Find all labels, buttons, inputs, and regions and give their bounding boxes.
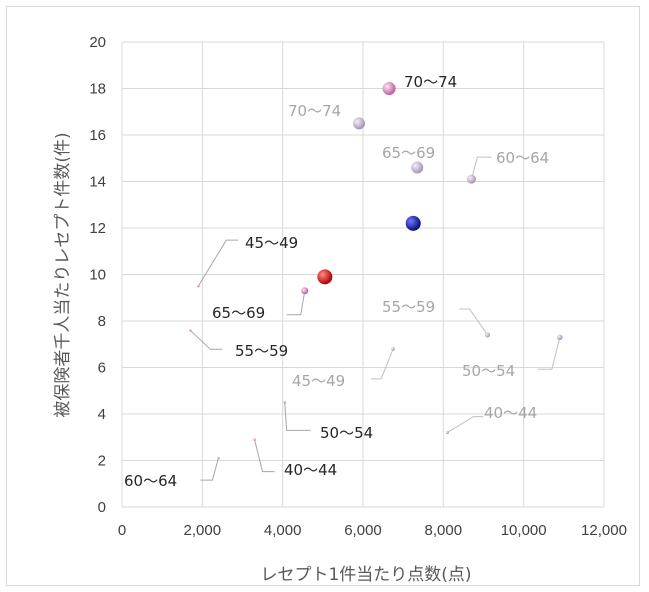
data-point <box>382 82 396 95</box>
data-point <box>405 215 421 231</box>
y-tick-label: 12 <box>89 220 106 237</box>
data-point <box>466 174 476 184</box>
data-point <box>253 438 256 441</box>
data-point <box>217 456 220 460</box>
gridlines <box>121 41 605 508</box>
leader-line <box>254 439 275 473</box>
leader-line <box>459 308 488 336</box>
data-point <box>557 334 563 341</box>
y-tick-label: 14 <box>89 174 106 191</box>
leader-lines <box>189 156 561 481</box>
point-label: 50〜54 <box>320 424 373 442</box>
leader-line <box>200 458 219 481</box>
data-point <box>445 431 449 435</box>
data-points <box>189 82 563 460</box>
data-point <box>197 284 200 288</box>
data-point <box>352 117 365 130</box>
x-tick-label: 0 <box>118 522 126 539</box>
data-point <box>411 161 424 174</box>
data-point <box>391 347 395 351</box>
y-tick-label: 6 <box>98 360 106 377</box>
y-tick-label: 18 <box>89 81 106 98</box>
point-label: 55〜59 <box>235 342 288 360</box>
x-tick-label: 10,000 <box>501 522 547 539</box>
leader-line <box>197 239 239 287</box>
y-tick-label: 4 <box>98 406 106 423</box>
point-label: 60〜64 <box>124 472 177 490</box>
leader-line <box>447 416 484 434</box>
point-label: 65〜69 <box>382 144 435 162</box>
y-tick-label: 20 <box>89 34 106 51</box>
data-point <box>189 329 192 332</box>
data-point <box>485 332 491 338</box>
y-tick-label: 10 <box>89 267 106 284</box>
point-label: 40〜44 <box>484 404 537 422</box>
point-label: 65〜69 <box>212 304 265 322</box>
x-tick-label: 8,000 <box>425 522 463 539</box>
y-tick-label: 8 <box>98 313 106 330</box>
leader-line <box>286 290 306 316</box>
leader-line <box>537 337 561 370</box>
x-tick-label: 6,000 <box>344 522 382 539</box>
x-tick-label: 2,000 <box>184 522 222 539</box>
leader-line <box>371 348 394 380</box>
point-label: 60〜64 <box>496 149 549 167</box>
x-tick-label: 4,000 <box>264 522 302 539</box>
leader-line <box>189 329 223 350</box>
point-label: 50〜54 <box>462 362 515 380</box>
leader-line <box>470 156 492 180</box>
point-label: 45〜49 <box>292 372 345 390</box>
data-point <box>283 401 286 404</box>
point-label: 70〜74 <box>288 102 341 120</box>
point-label: 45〜49 <box>245 234 298 252</box>
y-axis-title: 被保険者千人当たりレセプト件数(件) <box>53 132 73 417</box>
point-label: 55〜59 <box>382 298 435 316</box>
y-tick-label: 16 <box>89 127 106 144</box>
point-label: 70〜74 <box>404 73 457 91</box>
x-axis-title: レセプト1件当たり点数(点) <box>260 565 471 585</box>
point-label: 40〜44 <box>284 461 337 479</box>
x-tick-label: 12,000 <box>581 522 627 539</box>
data-point <box>301 287 309 295</box>
point-labels: 40〜44 45〜49 50〜54 55〜59 60〜64 65〜69 70〜74 40〜44… <box>124 73 549 490</box>
y-tick-label: 0 <box>98 499 106 516</box>
leader-line <box>284 402 311 431</box>
tick-labels: 0 2,000 4,000 6,000 8,000 10,000 12,000 0 2 4 6 8 10… <box>89 34 627 539</box>
chart-frame <box>6 6 640 586</box>
y-tick-label: 2 <box>98 453 106 470</box>
data-point <box>317 269 333 285</box>
